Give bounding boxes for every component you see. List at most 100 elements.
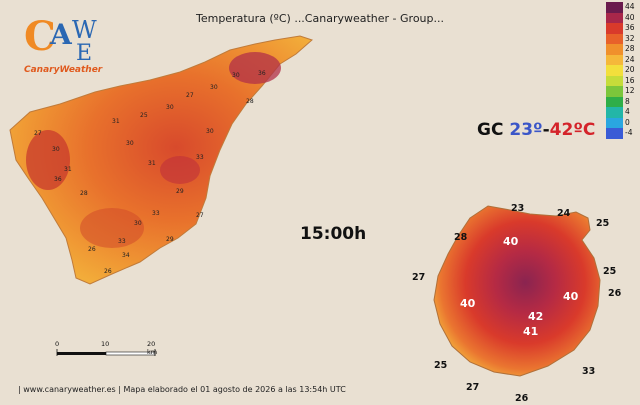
- temperature-legend: 44 40 36 32 28 24 20 16 12 8 4 0 -4: [606, 0, 640, 142]
- legend-swatch: [606, 65, 623, 76]
- tf-label: 36: [54, 176, 62, 183]
- legend-item: 32: [606, 33, 640, 44]
- gc-label: 42: [528, 310, 544, 323]
- svg-text:C: C: [24, 13, 56, 60]
- legend-swatch: [606, 12, 623, 23]
- gc-label: 41: [523, 325, 539, 338]
- legend-label: 8: [625, 96, 630, 106]
- tf-label: 27: [34, 130, 42, 137]
- legend-swatch: [606, 117, 623, 128]
- svg-text:W: W: [72, 16, 97, 44]
- logo-brand: CanaryWeather: [24, 65, 103, 75]
- tf-label: 28: [246, 98, 254, 105]
- legend-item: 8: [606, 96, 640, 107]
- time-label: 15:00h: [300, 224, 367, 244]
- tf-label: 33: [118, 238, 126, 245]
- gc-label: 40: [563, 290, 579, 303]
- gran-canaria-island: [433, 205, 601, 377]
- tf-label: 29: [176, 188, 184, 195]
- gc-label: 25: [596, 218, 610, 229]
- legend-swatch: [606, 128, 623, 139]
- tf-label: 29: [166, 236, 174, 243]
- scale-bar-labels: 0 10 20 km: [55, 340, 157, 356]
- legend-swatch: [606, 2, 623, 13]
- gc-prefix: GC: [477, 120, 510, 140]
- legend-label: 4: [625, 107, 630, 116]
- legend-label: 24: [625, 54, 635, 64]
- tf-label: 30: [52, 146, 60, 153]
- map-title: Temperatura (ºC) ...Canaryweather - Grou…: [195, 12, 444, 25]
- tenerife-hotspot-center: [160, 156, 200, 184]
- legend-item: 12: [606, 86, 640, 97]
- tf-label: 31: [148, 160, 156, 167]
- legend-label: 28: [625, 44, 635, 53]
- tf-label: 30: [232, 72, 240, 79]
- legend-label: 32: [625, 33, 635, 43]
- legend-swatch: [606, 86, 623, 97]
- tf-label: 26: [88, 246, 96, 253]
- legend-item: 40: [606, 12, 640, 23]
- legend-swatch: [606, 54, 623, 65]
- legend-swatch: [606, 23, 623, 34]
- legend-item: 0: [606, 117, 640, 128]
- canaryweather-logo: C A W E CanaryWeather: [20, 8, 110, 78]
- legend-label: 44: [625, 2, 635, 11]
- legend-swatch: [606, 107, 623, 118]
- tf-label: 28: [80, 190, 88, 197]
- tenerife-hotspot-west: [26, 130, 70, 190]
- footer-text: | www.canaryweather.es | Mapa elaborado …: [18, 385, 346, 394]
- gc-low: 23º: [509, 120, 543, 140]
- tf-label: 33: [196, 154, 204, 161]
- gc-label: 26: [608, 288, 622, 299]
- legend-item: -4: [606, 128, 640, 139]
- gc-label: 27: [412, 272, 426, 283]
- gc-label: 24: [557, 208, 571, 219]
- legend-item: 16: [606, 75, 640, 86]
- gc-sep: -: [542, 120, 550, 140]
- scale-label: 10: [101, 340, 110, 348]
- legend-label: 16: [625, 75, 635, 85]
- tf-label: 27: [196, 212, 204, 219]
- tenerife-hotspot-south: [80, 208, 144, 248]
- svg-text:E: E: [76, 41, 92, 66]
- legend-swatch: [606, 44, 623, 55]
- tf-label: 25: [140, 112, 148, 119]
- tf-label: 26: [104, 268, 112, 275]
- tf-label: 30: [166, 104, 174, 111]
- tf-label: 36: [258, 70, 266, 77]
- legend-swatch: [606, 75, 623, 86]
- legend-item: 4: [606, 107, 640, 118]
- gc-label: 33: [582, 366, 596, 377]
- legend-label: 12: [625, 86, 635, 95]
- scale-bar: [56, 349, 156, 356]
- gc-label: 25: [434, 360, 448, 371]
- legend-label: 40: [625, 12, 635, 22]
- legend-label: 0: [625, 117, 630, 127]
- legend-swatch: [606, 96, 623, 107]
- gc-label: 23: [511, 203, 525, 214]
- tf-label: 33: [152, 210, 160, 217]
- tf-label: 31: [64, 166, 72, 173]
- legend-item: 24: [606, 54, 640, 65]
- tf-label: 31: [112, 118, 120, 125]
- gc-range-label: GC 23º-42ºC: [477, 120, 595, 140]
- gc-label: 25: [603, 266, 617, 277]
- svg-text:A: A: [49, 18, 73, 51]
- tenerife-hotspot-north: [229, 52, 281, 84]
- gc-label: 40: [503, 235, 519, 248]
- tf-label: 30: [126, 140, 134, 147]
- scale-label: 20 km: [147, 340, 158, 356]
- legend-label: 36: [625, 23, 635, 32]
- legend-item: 44: [606, 2, 640, 13]
- tf-label: 30: [206, 128, 214, 135]
- legend-label: -4: [625, 128, 633, 137]
- legend-item: 28: [606, 44, 640, 55]
- tf-label: 30: [210, 84, 218, 91]
- legend-swatch: [606, 33, 623, 44]
- legend-item: 20: [606, 65, 640, 76]
- gc-label: 26: [515, 393, 529, 404]
- tf-label: 30: [134, 220, 142, 227]
- gc-high: 42ºC: [549, 120, 596, 140]
- legend-item: 36: [606, 23, 640, 34]
